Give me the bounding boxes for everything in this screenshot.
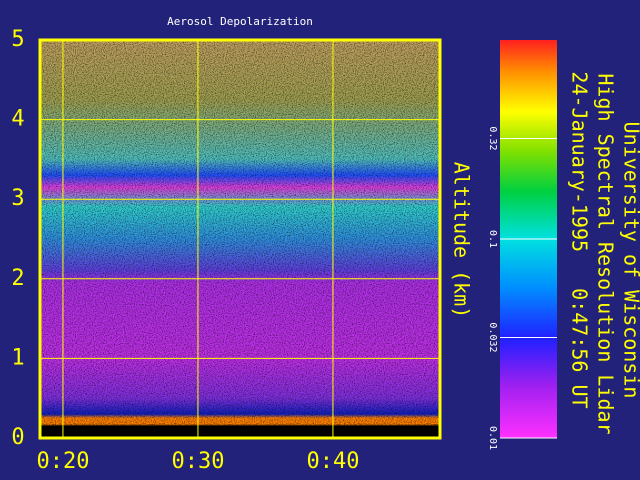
x-tick-label: 0:30 (171, 449, 224, 474)
plot-frame (38, 38, 442, 440)
colorbar-tick-label: 0.032 (487, 322, 498, 352)
y-tick-label: 5 (11, 27, 24, 52)
colorbar-tick-label: 0.32 (487, 126, 498, 150)
y-axis-label: Altitude (km) (450, 162, 474, 319)
y-tick-label: 0 (11, 425, 24, 450)
y-tick-label: 4 (11, 107, 24, 132)
y-tick-label: 3 (11, 186, 24, 211)
y-tick-label: 2 (11, 266, 24, 291)
x-tick-label: 0:40 (306, 449, 359, 474)
annotation: 24-January-1995 0:47:56 UT (568, 71, 592, 408)
colorbar-tick-label: 0.1 (487, 230, 498, 248)
x-tick-label: 0:20 (36, 449, 89, 474)
plot-field (40, 40, 440, 438)
annotation: University of Wisconsin (620, 122, 640, 399)
colorbar-tick-label: 0.01 (487, 426, 498, 450)
y-tick-label: 1 (11, 345, 24, 370)
chart-title: Aerosol Depolarization (167, 15, 313, 28)
annotation: High Spectral Resolution Lidar (594, 73, 618, 434)
